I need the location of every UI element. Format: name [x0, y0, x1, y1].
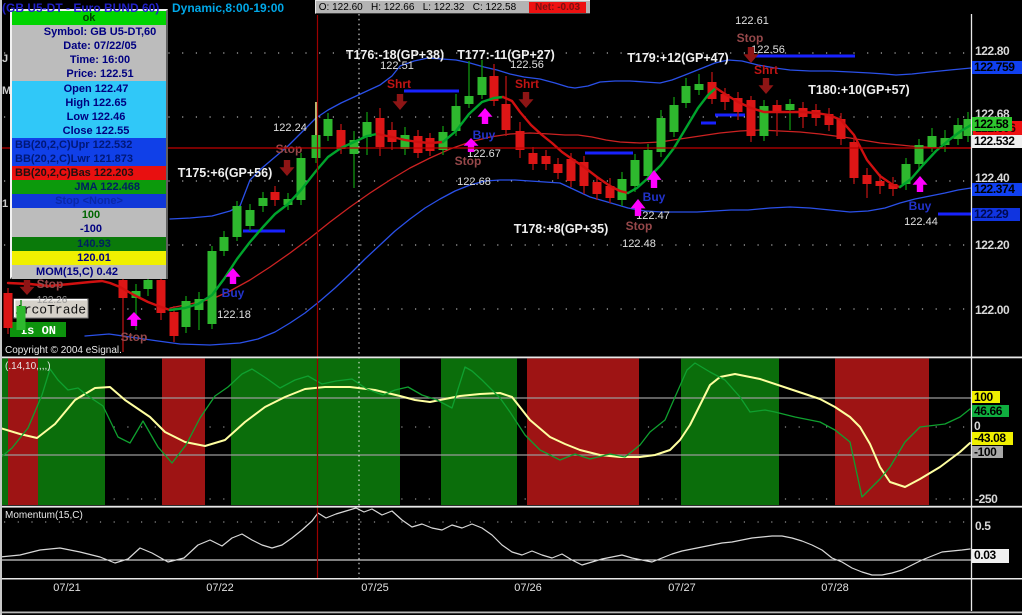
svg-text:122.47: 122.47 [636, 210, 670, 222]
svg-text:T179:+12(GP+47): T179:+12(GP+47) [627, 51, 728, 65]
svg-text:122.68: 122.68 [457, 176, 491, 188]
svg-text:Buy: Buy [222, 286, 245, 300]
svg-text:J: J [2, 53, 8, 65]
svg-text:Shrt: Shrt [515, 77, 539, 91]
svg-text:M: M [2, 85, 11, 97]
svg-text:122.48: 122.48 [622, 238, 656, 250]
svg-text:Copyright © 2004 eSignal.: Copyright © 2004 eSignal. [5, 345, 122, 356]
svg-text:1: 1 [2, 198, 8, 210]
svg-text:122.26: 122.26 [37, 295, 68, 306]
svg-text:122.56: 122.56 [510, 59, 544, 71]
svg-text:Shrt: Shrt [754, 63, 778, 77]
svg-text:T178:+8(GP+35): T178:+8(GP+35) [514, 222, 609, 236]
svg-text:122.67: 122.67 [467, 148, 501, 160]
svg-text:T175:+6(GP+56): T175:+6(GP+56) [178, 166, 273, 180]
svg-text:T176:-18(GP+38): T176:-18(GP+38) [346, 48, 444, 62]
svg-text:Stop: Stop [121, 330, 148, 344]
svg-text:122.44: 122.44 [904, 216, 938, 228]
svg-text:T177:-11(GP+27): T177:-11(GP+27) [457, 48, 555, 62]
svg-text:T180:+10(GP+57): T180:+10(GP+57) [808, 83, 909, 97]
svg-text:Stop: Stop [37, 277, 64, 291]
svg-text:Stop: Stop [276, 142, 303, 156]
svg-text:Shrt: Shrt [387, 77, 411, 91]
svg-text:Buy: Buy [643, 190, 666, 204]
svg-text:Buy: Buy [473, 128, 496, 142]
svg-text:is ON: is ON [20, 324, 56, 338]
svg-text:122.61: 122.61 [735, 15, 769, 27]
svg-text:122.24: 122.24 [273, 122, 307, 134]
svg-text:122.18: 122.18 [217, 309, 251, 321]
svg-text:Buy: Buy [909, 199, 932, 213]
svg-text:122.56: 122.56 [751, 44, 785, 56]
svg-text:Stop: Stop [626, 219, 653, 233]
svg-text:Stop: Stop [737, 31, 764, 45]
svg-text:ArcoTrade: ArcoTrade [16, 303, 86, 318]
svg-text:122.51: 122.51 [380, 60, 414, 72]
svg-text:Stop: Stop [455, 154, 482, 168]
